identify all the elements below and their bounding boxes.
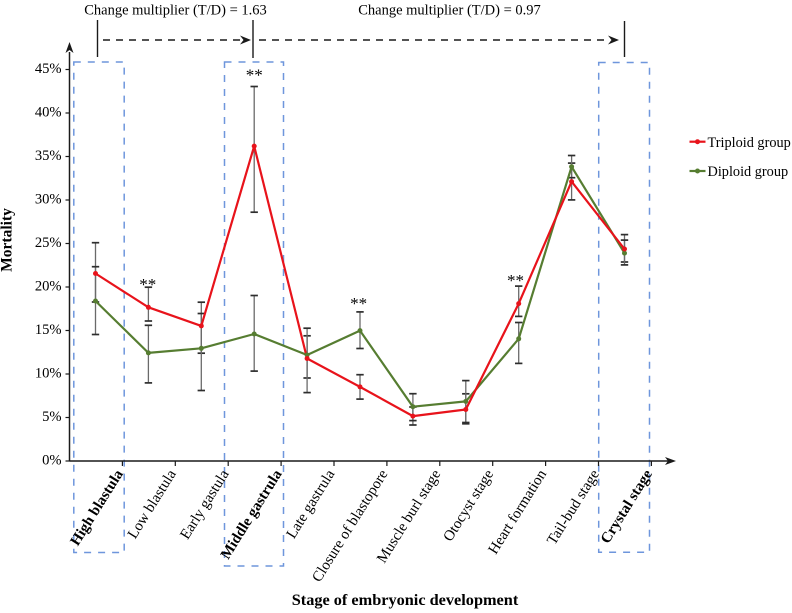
- svg-text:25%: 25%: [35, 235, 62, 251]
- svg-text:**: **: [350, 294, 367, 313]
- svg-text:**: **: [507, 271, 524, 290]
- svg-text:Triploid group: Triploid group: [708, 135, 791, 151]
- svg-text:Change multiplier (T/D) = 0.97: Change multiplier (T/D) = 0.97: [358, 3, 541, 19]
- svg-text:35%: 35%: [35, 148, 62, 164]
- svg-text:45%: 45%: [35, 61, 62, 77]
- svg-text:Diploid group: Diploid group: [708, 164, 789, 180]
- svg-text:10%: 10%: [35, 366, 62, 382]
- svg-text:40%: 40%: [35, 105, 62, 121]
- svg-text:30%: 30%: [35, 192, 62, 208]
- svg-text:**: **: [139, 275, 156, 294]
- svg-text:Change multiplier (T/D) = 1.63: Change multiplier (T/D) = 1.63: [84, 3, 267, 19]
- svg-text:20%: 20%: [35, 279, 62, 295]
- svg-text:0%: 0%: [42, 453, 61, 469]
- svg-text:Mortality: Mortality: [0, 208, 16, 272]
- svg-text:15%: 15%: [35, 322, 62, 338]
- svg-text:5%: 5%: [42, 409, 61, 425]
- svg-text:Stage of embryonic development: Stage of embryonic development: [292, 590, 519, 609]
- svg-text:**: **: [246, 66, 263, 85]
